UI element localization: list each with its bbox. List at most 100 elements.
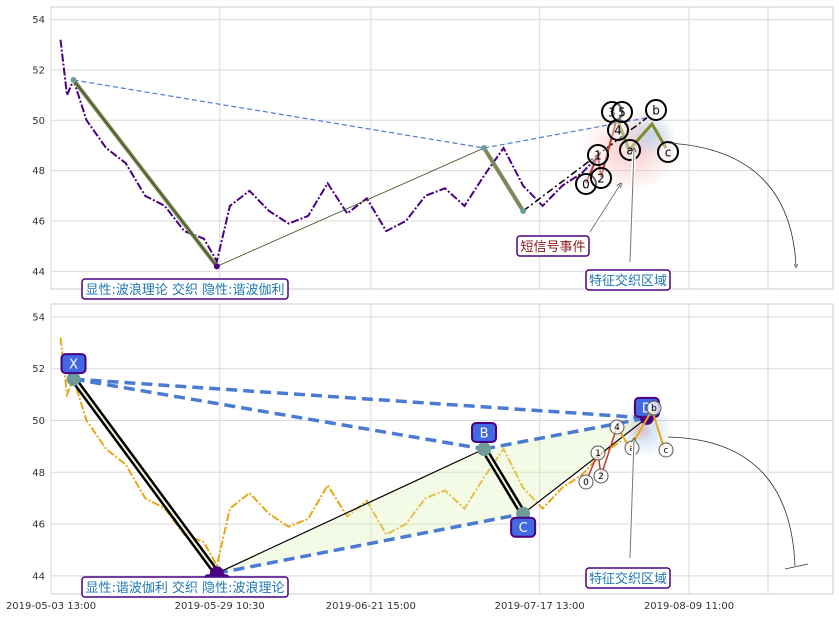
feature-zone-label-bottom: 特征交织区域 <box>589 571 667 587</box>
impulse-wave-line <box>585 426 618 483</box>
feature-zone-box-bottom <box>585 567 671 589</box>
callout-arrow-zone-top-outline <box>629 150 634 263</box>
x-tick-label: 2019-07-17 13:00 <box>495 601 585 612</box>
top-annotation-box <box>81 278 289 300</box>
price-line <box>59 337 622 569</box>
cd-leg <box>522 117 648 212</box>
price-line <box>59 39 603 264</box>
wave-label-circle <box>590 167 612 189</box>
y-tick-label: 48 <box>32 166 45 177</box>
short-signal-box <box>516 235 590 257</box>
wave-label-circle <box>607 119 629 141</box>
xa-leg <box>73 79 218 267</box>
bottom-annotation-box <box>81 576 289 598</box>
bc-leg-halo <box>482 146 525 213</box>
y-tick-label: 50 <box>32 416 45 427</box>
impulse-wave-line <box>585 117 618 184</box>
bottom-price-series <box>59 337 622 569</box>
wave-label-2: 2 <box>598 472 604 482</box>
top-callouts: 短信号事件 特征交织区域 <box>516 142 796 291</box>
wave-label-circle <box>645 99 667 121</box>
y-tick-label: 44 <box>32 267 45 278</box>
wave-label-1: 1 <box>595 449 601 459</box>
wave-label-b: b <box>651 404 657 414</box>
bc-leg <box>483 448 524 515</box>
y-tick-label: 46 <box>32 217 45 228</box>
x-tick-label: 2019-06-21 15:00 <box>326 601 416 612</box>
top-annotation-text: 显性:波浪理论 交织 隐性:谐波伽利 <box>85 282 284 298</box>
pattern-point-x <box>66 372 81 387</box>
y-tick-label: 44 <box>32 571 45 582</box>
wave-label-circle <box>658 442 674 458</box>
wave-label-circle <box>587 144 609 166</box>
bottom-grid <box>50 304 833 594</box>
wave-label-2: 2 <box>597 172 605 186</box>
wave-label-circle <box>578 474 594 490</box>
harmonic-dashed-xd <box>73 377 648 420</box>
abc-triangle-fill <box>216 449 524 574</box>
y-tick-label: 52 <box>32 65 45 76</box>
wave-label-circle <box>611 101 633 123</box>
bottom-annotation-text: 显性:谐波伽利 交织 隐性:波浪理论 <box>85 580 284 596</box>
point-marker-box <box>60 353 87 375</box>
top-harmonic-overlay <box>70 77 648 270</box>
harmonic-dashed-xb <box>73 377 485 451</box>
point-marker-label-x: X <box>69 358 78 373</box>
pattern-point-b <box>477 442 492 456</box>
y-tick-label: 48 <box>32 468 45 479</box>
projection-arc-bottom <box>667 436 796 567</box>
wave-label-c: c <box>664 446 669 456</box>
cd-leg <box>522 417 648 515</box>
callout-arrow-short-signal-outline <box>589 185 620 233</box>
ab-leg <box>216 448 485 574</box>
wave-label-c: c <box>665 146 672 160</box>
top-y-ticks: 44 46 48 50 52 54 <box>32 15 45 278</box>
xb-dashed-line <box>73 79 485 149</box>
pattern-pivot-dot <box>213 263 220 270</box>
x-axis-ticks: 2019-05-03 13:00 2019-05-29 10:30 2019-06-… <box>6 601 734 612</box>
wave-label-circle <box>609 419 625 435</box>
bottom-harmonic-pattern: XBCD <box>60 353 660 585</box>
bottom-y-ticks: 44 46 48 50 52 54 <box>32 312 45 582</box>
pattern-pivot-dot <box>520 207 527 214</box>
y-tick-label: 46 <box>32 520 45 531</box>
point-marker-label-c: C <box>519 521 528 536</box>
corrective-wave-line <box>615 117 668 153</box>
wave-label-5: 5 <box>618 106 626 120</box>
bottom-callouts: 特征交织区域 <box>585 436 809 589</box>
bottom-wave-overlay: 0124abc <box>578 400 674 490</box>
feature-zone-box-top <box>585 269 671 291</box>
point-marker-label-b: B <box>480 427 489 442</box>
wave-label-b: b <box>652 104 660 118</box>
corrective-wave-line <box>616 407 665 450</box>
top-price-series <box>59 39 603 264</box>
y-tick-label: 52 <box>32 364 45 375</box>
xa-leg <box>72 378 218 574</box>
x-tick-label: 2019-05-03 13:00 <box>6 601 96 612</box>
feature-zone-label-top: 特征交织区域 <box>589 273 667 289</box>
wave-label-circle <box>590 445 606 461</box>
point-marker-box <box>471 422 498 443</box>
point-marker-box <box>510 516 537 538</box>
wave-label-a: a <box>626 144 633 158</box>
y-tick-label: 50 <box>32 116 45 127</box>
wave-label-circle <box>593 468 609 484</box>
wave-label-circle <box>657 141 679 163</box>
pattern-pivot-dot <box>70 77 77 84</box>
projection-arc-top <box>667 142 796 266</box>
blue-zone-glow <box>625 113 675 157</box>
bottom-panel-frame <box>50 303 834 595</box>
y-tick-label: 54 <box>32 312 45 323</box>
wave-label-0: 0 <box>583 478 589 488</box>
short-signal-label: 短信号事件 <box>520 240 585 255</box>
wave-label-4: 4 <box>614 423 620 433</box>
top-panel-frame <box>50 6 834 290</box>
wave-label-circle <box>646 400 662 416</box>
ab-leg <box>216 147 485 267</box>
callout-arrow-zone-bottom-outline <box>629 440 634 559</box>
x-tick-label: 2019-05-29 10:30 <box>175 601 265 612</box>
top-wave-overlay: 012345abc <box>575 99 679 195</box>
